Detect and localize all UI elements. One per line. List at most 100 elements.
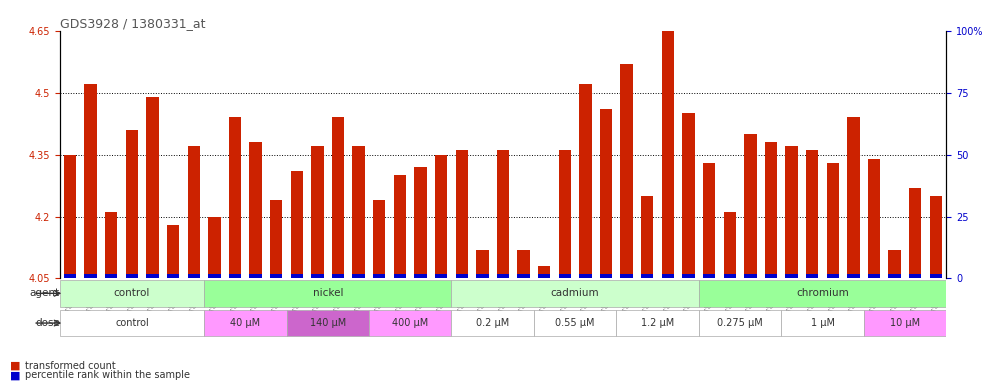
Bar bbox=[888, 250, 900, 278]
Bar bbox=[229, 118, 241, 278]
Bar bbox=[291, 171, 303, 278]
FancyBboxPatch shape bbox=[60, 310, 204, 336]
FancyBboxPatch shape bbox=[699, 280, 946, 307]
Bar bbox=[476, 250, 489, 278]
Bar bbox=[559, 273, 571, 278]
Text: ■: ■ bbox=[10, 370, 21, 380]
Text: control: control bbox=[115, 318, 148, 328]
FancyBboxPatch shape bbox=[451, 280, 699, 307]
Bar bbox=[765, 273, 777, 278]
Bar bbox=[332, 118, 345, 278]
FancyBboxPatch shape bbox=[617, 310, 699, 336]
Bar bbox=[353, 146, 365, 278]
Bar bbox=[786, 273, 798, 278]
Bar bbox=[374, 200, 385, 278]
Text: transformed count: transformed count bbox=[25, 361, 116, 371]
Bar bbox=[414, 167, 426, 278]
Text: 40 μM: 40 μM bbox=[230, 318, 260, 328]
Bar bbox=[517, 273, 530, 278]
Bar bbox=[580, 84, 592, 278]
Bar bbox=[765, 142, 777, 278]
Text: ■: ■ bbox=[10, 361, 21, 371]
Bar bbox=[786, 146, 798, 278]
Text: 10 μM: 10 μM bbox=[889, 318, 920, 328]
Text: agent: agent bbox=[30, 288, 60, 298]
Bar bbox=[909, 273, 921, 278]
Bar bbox=[312, 273, 324, 278]
Bar bbox=[476, 273, 489, 278]
Bar bbox=[187, 273, 200, 278]
Bar bbox=[414, 273, 426, 278]
Text: 0.55 μM: 0.55 μM bbox=[556, 318, 595, 328]
Text: 1.2 μM: 1.2 μM bbox=[641, 318, 674, 328]
Text: dose: dose bbox=[35, 318, 60, 328]
Bar bbox=[517, 250, 530, 278]
Bar bbox=[744, 134, 757, 278]
Bar bbox=[888, 273, 900, 278]
Bar bbox=[332, 273, 345, 278]
Bar bbox=[703, 163, 715, 278]
Bar bbox=[270, 200, 283, 278]
Bar bbox=[909, 188, 921, 278]
Text: percentile rank within the sample: percentile rank within the sample bbox=[25, 370, 190, 380]
Bar bbox=[208, 273, 220, 278]
Bar bbox=[682, 273, 694, 278]
Bar bbox=[559, 151, 571, 278]
Text: 0.275 μM: 0.275 μM bbox=[717, 318, 763, 328]
FancyBboxPatch shape bbox=[781, 310, 864, 336]
FancyBboxPatch shape bbox=[204, 310, 287, 336]
Bar bbox=[806, 151, 819, 278]
Bar bbox=[249, 273, 262, 278]
Bar bbox=[106, 273, 118, 278]
FancyBboxPatch shape bbox=[699, 310, 781, 336]
Bar bbox=[167, 273, 179, 278]
Bar bbox=[661, 273, 674, 278]
Bar bbox=[353, 273, 365, 278]
Bar bbox=[868, 159, 880, 278]
Bar bbox=[312, 146, 324, 278]
Bar bbox=[146, 97, 158, 278]
Text: cadmium: cadmium bbox=[551, 288, 600, 298]
Bar bbox=[600, 109, 613, 278]
FancyBboxPatch shape bbox=[864, 310, 946, 336]
Bar bbox=[538, 273, 551, 278]
Bar bbox=[848, 118, 860, 278]
Bar bbox=[270, 273, 283, 278]
Bar bbox=[703, 273, 715, 278]
Bar bbox=[723, 273, 736, 278]
Bar bbox=[187, 146, 200, 278]
FancyBboxPatch shape bbox=[204, 280, 451, 307]
Bar bbox=[868, 273, 880, 278]
Bar bbox=[580, 273, 592, 278]
Bar bbox=[393, 273, 406, 278]
Text: 0.2 μM: 0.2 μM bbox=[476, 318, 509, 328]
Bar bbox=[64, 273, 77, 278]
Bar bbox=[208, 217, 220, 278]
Bar bbox=[374, 273, 385, 278]
Bar bbox=[497, 151, 509, 278]
Bar bbox=[827, 273, 839, 278]
FancyBboxPatch shape bbox=[60, 280, 204, 307]
Bar bbox=[455, 151, 468, 278]
Bar bbox=[621, 64, 632, 278]
Bar bbox=[125, 130, 138, 278]
Bar bbox=[167, 225, 179, 278]
Bar bbox=[827, 163, 839, 278]
Bar bbox=[929, 273, 942, 278]
Bar bbox=[621, 273, 632, 278]
Bar bbox=[85, 84, 97, 278]
Text: 1 μM: 1 μM bbox=[811, 318, 835, 328]
Text: 140 μM: 140 μM bbox=[310, 318, 346, 328]
Bar bbox=[455, 273, 468, 278]
Bar bbox=[744, 273, 757, 278]
Text: GDS3928 / 1380331_at: GDS3928 / 1380331_at bbox=[60, 17, 205, 30]
Bar bbox=[600, 273, 613, 278]
Bar bbox=[146, 273, 158, 278]
Bar bbox=[929, 196, 942, 278]
Bar bbox=[538, 266, 551, 278]
Bar bbox=[641, 273, 653, 278]
Bar bbox=[125, 273, 138, 278]
Text: nickel: nickel bbox=[313, 288, 343, 298]
FancyBboxPatch shape bbox=[287, 310, 369, 336]
Text: 400 μM: 400 μM bbox=[392, 318, 428, 328]
